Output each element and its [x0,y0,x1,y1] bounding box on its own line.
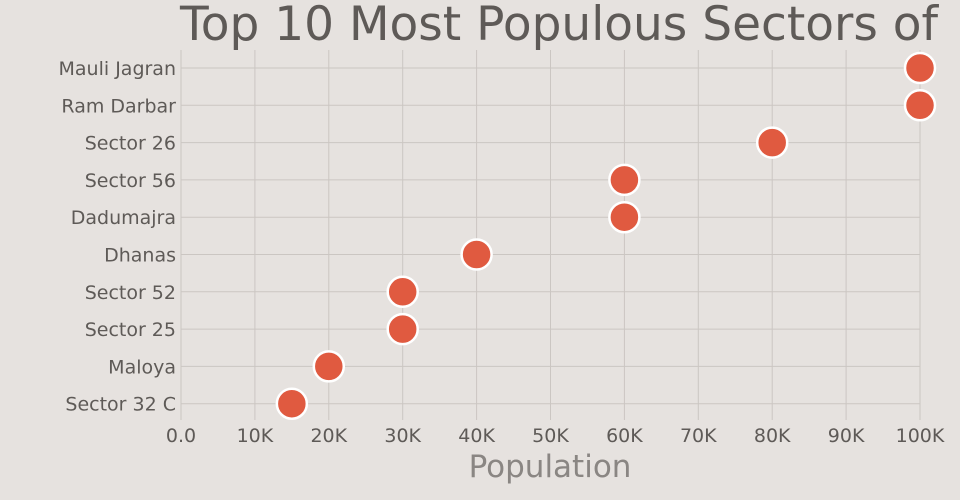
grid [180,50,921,420]
x-tick-label: 50K [532,425,569,447]
data-point[interactable] [608,163,641,197]
data-point[interactable] [608,200,641,234]
y-tick-label: Sector 25 [85,319,176,341]
data-point[interactable] [460,238,493,271]
data-points [275,51,937,420]
data-point[interactable] [312,350,346,383]
x-tick-label: 0.0 [166,425,196,447]
data-point[interactable] [275,387,309,420]
data-point[interactable] [386,312,419,346]
chart-title: Top 10 Most Populous Sectors of [179,0,940,52]
x-tick-label: 90K [828,425,865,447]
x-tick-label: 60K [606,425,643,447]
x-tick-label: 40K [458,425,495,447]
y-tick-label: Sector 56 [85,170,176,192]
x-tick-label: 80K [754,425,791,447]
y-tick-label: Sector 26 [85,133,176,155]
y-axis-ticks: Mauli Jagran Ram Darbar Sector 26 Sector 56… [59,58,177,416]
data-point[interactable] [903,89,937,122]
y-tick-label: Maloya [108,356,176,378]
x-axis-title: Population [469,449,632,485]
x-tick-label: 30K [384,425,421,447]
x-axis-ticks: 0.0 10K 20K 30K 40K 50K 60K 70K 80K 90K 100K [166,425,945,447]
y-tick-label: Sector 32 C [65,394,176,416]
y-tick-label: Mauli Jagran [59,58,176,80]
x-tick-label: 10K [237,425,274,447]
data-point[interactable] [386,275,419,309]
y-tick-label: Dhanas [104,245,176,267]
y-tick-label: Dadumajra [71,207,176,229]
x-tick-label: 100K [896,425,945,447]
y-tick-label: Ram Darbar [61,95,176,117]
y-tick-label: Sector 52 [85,282,176,304]
data-point[interactable] [903,51,937,85]
data-point[interactable] [755,126,789,159]
x-tick-label: 20K [310,425,347,447]
x-tick-label: 70K [680,425,717,447]
